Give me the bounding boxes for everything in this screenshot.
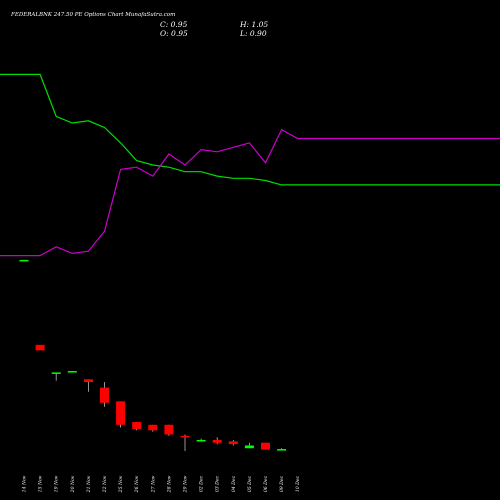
overlay-line-1: [0, 73, 500, 186]
candle: [83, 379, 93, 392]
candle-body: [277, 449, 287, 451]
ohlc-high: H: 1.05: [239, 20, 268, 29]
candle-body: [83, 379, 93, 383]
x-tick-label: 10 Dec: [295, 475, 301, 492]
candle: [228, 439, 238, 446]
overlay-lines: [0, 73, 500, 257]
candle-body: [148, 424, 158, 431]
candle: [148, 424, 158, 432]
candle-body: [132, 422, 142, 429]
x-tick-label: 04 Dec: [231, 475, 237, 492]
candle-body: [100, 387, 109, 403]
x-tick-label: 20 Nov: [70, 475, 76, 493]
candle: [261, 442, 270, 450]
candle: [116, 401, 126, 428]
candle-body: [196, 439, 206, 442]
candle: [35, 344, 45, 351]
ohlc-low: L: 0.90: [239, 29, 267, 38]
ohlc-close: O: 0.95: [160, 29, 188, 38]
x-tick-label: 09 Dec: [279, 475, 285, 492]
x-tick-label: 02 Dec: [199, 475, 205, 492]
candle-body: [261, 442, 270, 450]
overlay-line-2: [0, 128, 500, 257]
candle-body: [164, 424, 174, 435]
candle-body: [116, 401, 126, 425]
candle: [19, 259, 29, 262]
candle-body: [180, 435, 190, 438]
candle: [244, 442, 254, 449]
x-tick-label: 14 Nov: [22, 475, 28, 492]
candle-body: [19, 259, 29, 262]
x-tick-label: 19 Nov: [54, 475, 60, 492]
x-tick-label: 03 Dec: [215, 475, 221, 492]
x-tick-label: 22 Nov: [102, 475, 108, 493]
candle-body: [244, 445, 254, 449]
x-tick-label: 25 Nov: [118, 475, 124, 493]
candle: [212, 437, 222, 445]
candle-body: [67, 371, 77, 373]
x-tick-label: 29 Nov: [183, 475, 189, 493]
x-tick-label: 28 Nov: [166, 475, 172, 493]
candle: [164, 424, 174, 436]
x-axis-labels: 14 Nov 15 Nov 19 Nov 20 Nov 21 Nov 22 Nov 25 N…: [22, 475, 302, 493]
x-tick-label: 06 Dec: [263, 475, 269, 492]
candle-body: [51, 372, 61, 374]
ohlc-open: C: 0.95: [160, 20, 188, 29]
candle: [67, 371, 77, 373]
x-tick-label: 05 Dec: [247, 475, 253, 492]
candle: [100, 382, 109, 407]
candle: [196, 438, 206, 442]
candle: [277, 448, 287, 451]
candle-body: [35, 344, 45, 351]
candle: [180, 434, 190, 451]
x-tick-label: 27 Nov: [150, 475, 156, 493]
candles: [19, 259, 287, 451]
candle-body: [228, 441, 238, 445]
chart-title: FEDERALBNK 247.50 PE Options Chart Munaf…: [10, 12, 175, 18]
x-tick-label: 21 Nov: [86, 475, 92, 493]
candle: [132, 422, 142, 431]
candle-body: [212, 439, 222, 443]
x-tick-label: 26 Nov: [134, 475, 140, 493]
x-tick-label: 15 Nov: [38, 475, 44, 492]
candle: [51, 372, 61, 381]
